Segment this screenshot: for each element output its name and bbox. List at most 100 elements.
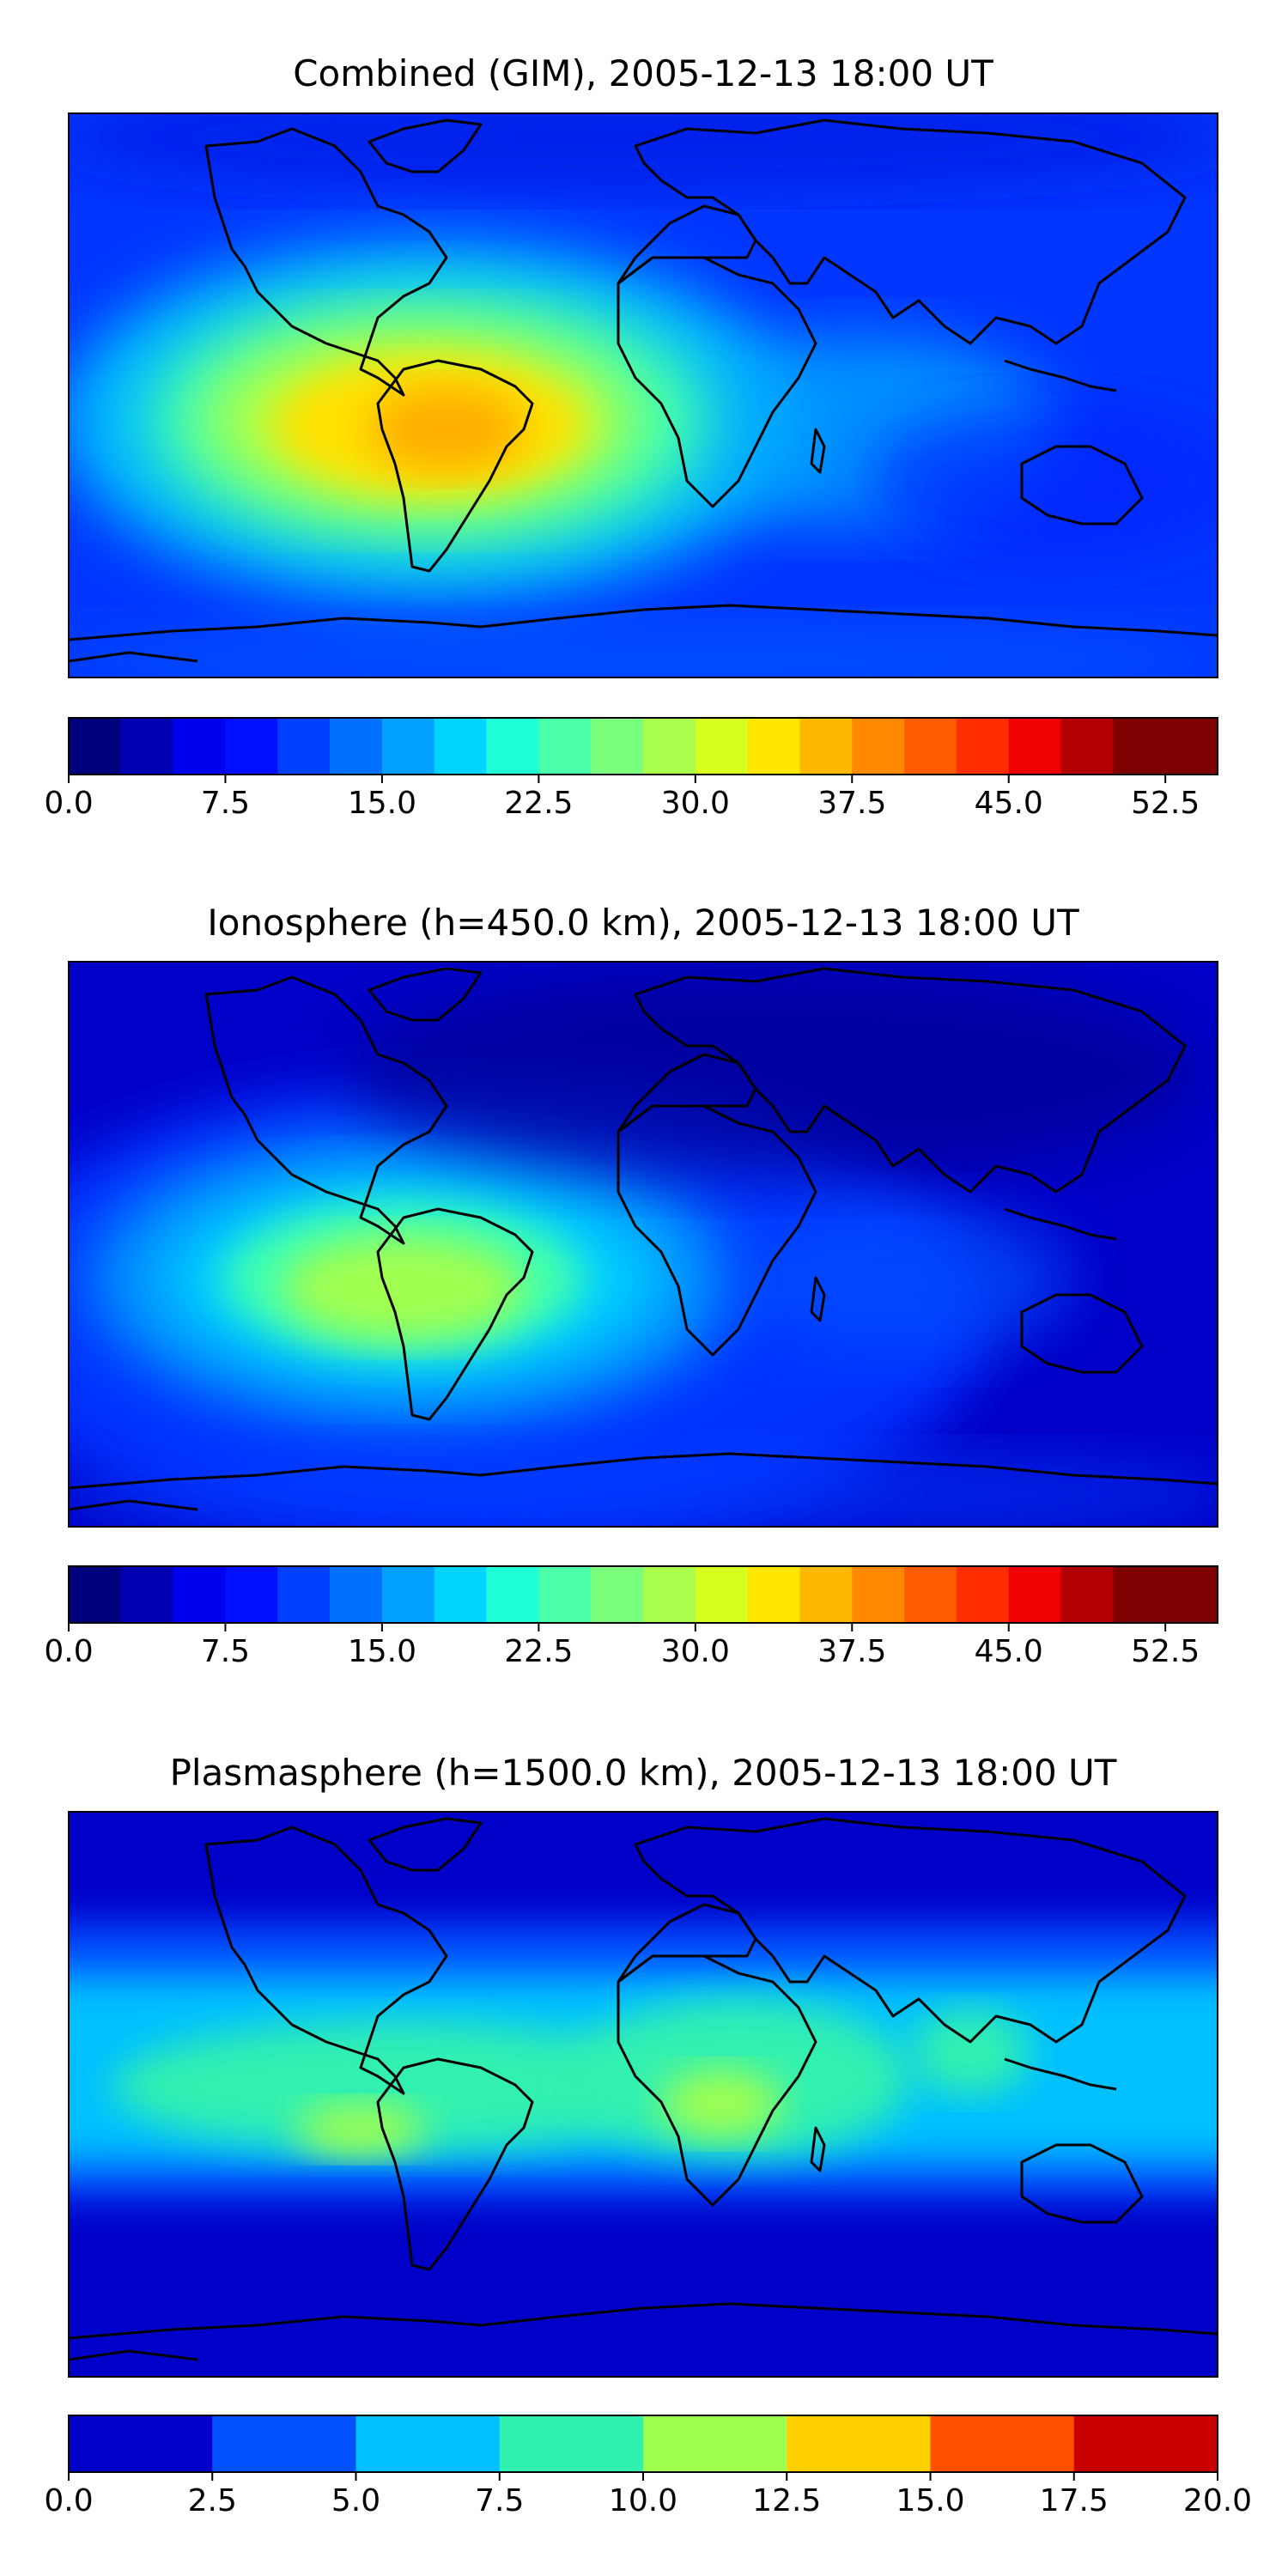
chart-title: Plasmasphere (h=1500.0 km), 2005-12-13 1… [170,1752,1117,1794]
colorbar-tick-label: 37.5 [817,1634,886,1669]
colorbar-tick-label: 22.5 [504,786,573,821]
colorbar-tick-label: 45.0 [975,786,1043,821]
colorbar-swatch [956,1566,1010,1623]
colorbar-tick-label: 52.5 [1131,1634,1200,1669]
map-panel [69,1812,1218,2377]
colorbar-tick-label: 15.0 [896,2483,964,2518]
colorbar-swatch [69,718,122,775]
colorbar-swatch [787,2415,932,2472]
colorbar-swatch [330,718,383,775]
colorbar-swatch [499,2415,644,2472]
colorbar-tick-label: 37.5 [817,786,886,821]
colorbar-swatch [1113,1566,1166,1623]
colorbar-tick-label: 30.0 [661,786,730,821]
colorbar-frame [68,1565,1218,1624]
colorbar-tick-label: 0.0 [44,2483,93,2518]
contour-field [69,1923,1218,2198]
colorbar-swatch [355,2415,501,2472]
colorbar-swatch [225,1566,278,1623]
colorbar-tick-label: 20.0 [1183,2483,1252,2518]
colorbar-swatch [1008,718,1062,775]
colorbar-swatch [538,718,592,775]
map-frame [68,112,1218,678]
colorbar-swatch [120,1566,174,1623]
colorbar-tick-label: 15.0 [348,786,416,821]
colorbar-swatch [799,718,853,775]
colorbar-swatch [486,1566,539,1623]
colorbar-swatch [381,1566,435,1623]
map-panel [69,962,1218,1527]
colorbar-swatch [1073,2415,1218,2472]
colorbar-tick-label: 7.5 [201,1634,250,1669]
map-frame [68,961,1218,1528]
colorbar-tick-label: 10.0 [609,2483,677,2518]
colorbar-tick-label: 2.5 [188,2483,237,2518]
contour-field [69,970,1218,1527]
colorbar-swatch [1008,1566,1062,1623]
colorbar-swatch [695,1566,749,1623]
colorbar: 0.0 7.5 15.0 22.5 30.0 37.5 45.0 52.5 [44,1565,1218,1669]
colorbar-swatch [1165,718,1218,775]
colorbar-swatch [799,1566,853,1623]
colorbar-swatch [904,718,957,775]
colorbar-tick-label: 45.0 [975,1634,1043,1669]
map-panel [69,113,1218,677]
colorbar-ticks: 0.0 2.5 5.0 7.5 10.0 12.5 15.0 17.5 20.0 [44,2472,1252,2518]
colorbar-swatch [852,1566,905,1623]
colorbar-tick-label: 0.0 [44,786,93,821]
colorbar-swatch [69,2415,213,2472]
colorbar-swatch [173,1566,227,1623]
colorbar-tick-label: 0.0 [44,1634,93,1669]
colorbar-swatch [69,1566,122,1623]
coastlines [69,967,1218,1511]
colorbar-tick-label: 12.5 [752,2483,821,2518]
colorbar-swatch [695,718,749,775]
colorbar-swatch [643,718,696,775]
colorbar-tick-label: 52.5 [1131,786,1200,821]
colorbar-swatch [1060,718,1114,775]
colorbar-ticks: 0.0 7.5 15.0 22.5 30.0 37.5 45.0 52.5 [44,775,1200,821]
colorbar-swatch [434,1566,488,1623]
chart-title: Combined (GIM), 2005-12-13 18:00 UT [293,52,993,94]
colorbar-swatch [212,2415,357,2472]
colorbar-swatch [486,718,539,775]
colorbar-tick-label: 17.5 [1040,2483,1109,2518]
colorbar-swatch [643,2415,787,2472]
colorbar-swatches [69,1566,1218,1623]
colorbar-swatch [643,1566,696,1623]
colorbar-swatch [120,718,174,775]
colorbar-swatch [747,718,801,775]
colorbar-tick-label: 7.5 [475,2483,524,2518]
colorbar-swatch [591,1566,644,1623]
colorbar-ticks: 0.0 7.5 15.0 22.5 30.0 37.5 45.0 52.5 [44,1623,1200,1669]
map-frame [68,1811,1218,2378]
colorbar-swatch [591,718,644,775]
colorbar-swatches [69,718,1218,775]
colorbar-swatch [225,718,278,775]
chart-title: Ionosphere (h=450.0 km), 2005-12-13 18:0… [207,902,1079,944]
colorbar-swatch [747,1566,801,1623]
contour-field [69,113,1218,677]
colorbar-swatches [69,2415,1218,2472]
colorbar-swatch [538,1566,592,1623]
colorbar: 0.0 2.5 5.0 7.5 10.0 12.5 15.0 17.5 20.0 [44,2415,1252,2518]
colorbar-swatch [1113,718,1166,775]
coastlines [69,118,1218,663]
colorbar-swatch [1060,1566,1114,1623]
colorbar-swatch [381,718,435,775]
colorbar-tick-label: 7.5 [201,786,250,821]
colorbar-tick-label: 30.0 [661,1634,730,1669]
colorbar-swatch [852,718,905,775]
colorbar-swatch [173,718,227,775]
colorbar-tick-label: 15.0 [348,1634,416,1669]
colorbar-swatch [904,1566,957,1623]
colorbar-swatch [277,718,331,775]
colorbar: 0.0 7.5 15.0 22.5 30.0 37.5 45.0 52.5 [44,717,1218,821]
colorbar-swatch [330,1566,383,1623]
colorbar-swatch [277,1566,331,1623]
colorbar-swatch [956,718,1010,775]
colorbar-swatch [930,2415,1075,2472]
colorbar-tick-label: 22.5 [504,1634,573,1669]
colorbar-tick-label: 5.0 [331,2483,380,2518]
